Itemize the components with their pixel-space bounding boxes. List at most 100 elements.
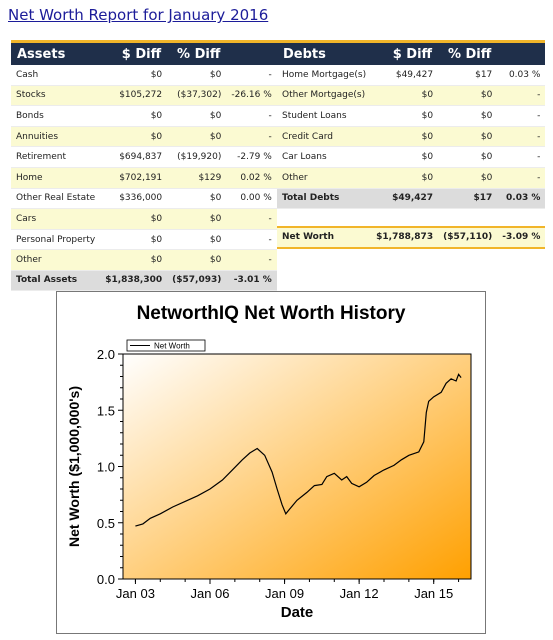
row-label: Other [11, 249, 101, 271]
debts-header: Debts [277, 40, 372, 65]
total-debts-row: Total Debts $49,427 $17 0.03 % [277, 187, 546, 209]
legend-label: Net Worth [154, 342, 190, 351]
net-worth-row: Net Worth $1,788,873 ($57,110) -3.09 % [277, 225, 546, 249]
plot-area [122, 353, 472, 580]
row-percent-diff: 0.02 % [226, 167, 277, 189]
row-value: $0 [371, 105, 439, 127]
row-dollar-diff: $0 [167, 229, 227, 251]
legend-box [126, 339, 206, 352]
row-dollar-diff: $0 [167, 249, 227, 271]
y-tick-label: 2.0 [97, 347, 115, 362]
x-tick-label: Jan 15 [414, 586, 453, 601]
asset-row: Retirement $694,837 ($19,920) -2.79 % [11, 146, 277, 168]
row-label: Home Mortgage(s) [277, 65, 372, 86]
asset-row: Annuities $0 $0- [11, 126, 277, 148]
row-label: Other Mortgage(s) [277, 85, 372, 107]
asset-row: Home $702,191 $129 0.02 % [11, 167, 277, 189]
row-percent-diff: - [497, 146, 546, 168]
row-dollar-diff: $0 [438, 167, 498, 189]
row-dollar-diff: $17 [438, 187, 498, 209]
spacer-row [277, 208, 546, 227]
row-percent-diff: - [226, 126, 277, 148]
row-value: $0 [100, 229, 168, 251]
row-percent-diff: - [497, 167, 546, 189]
percent-diff-header: % Diff [167, 40, 227, 65]
row-dollar-diff: ($19,920) [167, 146, 227, 168]
row-dollar-diff: $0 [167, 126, 227, 148]
row-label: Other [277, 167, 372, 189]
row-percent-diff: -2.79 % [226, 146, 277, 168]
row-percent-diff: - [497, 85, 546, 107]
row-dollar-diff: $0 [438, 126, 498, 148]
row-value: $105,272 [100, 85, 168, 107]
row-percent-diff: - [226, 208, 277, 230]
row-value: $0 [100, 208, 168, 230]
row-dollar-diff: $0 [167, 105, 227, 127]
row-value: $0 [100, 105, 168, 127]
x-axis-label: Date [281, 604, 314, 621]
report-title-link[interactable]: Net Worth Report for January 2016 [8, 6, 269, 24]
y-tick-label: 0.0 [97, 572, 115, 587]
asset-row: Other Real Estate $336,000 $0 0.00 % [11, 188, 277, 210]
dollar-diff-header: $ Diff [371, 40, 439, 65]
debt-row: Car Loans $0 $0- [277, 146, 546, 168]
row-dollar-diff: $0 [167, 65, 227, 86]
row-value: $0 [371, 126, 439, 148]
x-tick-label: Jan 03 [116, 586, 155, 601]
x-tick-label: Jan 09 [265, 586, 304, 601]
y-tick-label: 0.5 [97, 516, 115, 531]
spacer-header [226, 40, 277, 65]
total-assets-row: Total Assets $1,838,300 ($57,093) -3.01 % [11, 269, 277, 291]
row-label: Student Loans [277, 105, 372, 127]
row-value: $0 [371, 167, 439, 189]
row-label: Credit Card [277, 126, 372, 148]
row-label: Annuities [11, 126, 101, 148]
row-label: Cars [11, 208, 101, 230]
row-percent-diff: - [226, 105, 277, 127]
row-label: Cash [11, 65, 101, 86]
row-value: $1,788,873 [371, 225, 439, 249]
row-percent-diff: 0.03 % [497, 65, 546, 86]
row-dollar-diff: $0 [167, 188, 227, 210]
y-tick-label: 1.0 [97, 460, 115, 475]
asset-row: Bonds $0 $0- [11, 105, 277, 127]
row-percent-diff: - [226, 249, 277, 271]
net-worth-line [135, 373, 462, 527]
row-label: Stocks [11, 85, 101, 107]
asset-row: Personal Property $0 $0- [11, 229, 277, 251]
row-value: $49,427 [371, 187, 439, 209]
row-value: $0 [100, 126, 168, 148]
assets-table: Assets $ Diff % Diff Cash $0 $0- Stocks $105… [11, 40, 277, 291]
row-label: Retirement [11, 146, 101, 168]
row-dollar-diff: $0 [438, 105, 498, 127]
debt-row: Other Mortgage(s) $0 $0- [277, 85, 546, 107]
asset-row: Cars $0 $0- [11, 208, 277, 230]
row-dollar-diff: ($37,302) [167, 85, 227, 107]
row-value: $694,837 [100, 146, 168, 168]
percent-diff-header: % Diff [438, 40, 498, 65]
row-percent-diff: -3.01 % [226, 269, 277, 291]
chart-canvas: NetworthIQ Net Worth History Date Net Wort… [66, 303, 472, 621]
net-worth-chart: NetworthIQ Net Worth History Date Net Wort… [56, 291, 486, 634]
row-dollar-diff: $0 [438, 146, 498, 168]
asset-row: Stocks $105,272 ($37,302) -26.16 % [11, 85, 277, 107]
row-value: $1,838,300 [100, 269, 168, 291]
row-percent-diff: -3.09 % [497, 225, 546, 249]
debt-row: Home Mortgage(s) $49,427 $17 0.03 % [277, 65, 546, 86]
spacer-cell [497, 208, 546, 227]
asset-row: Cash $0 $0- [11, 65, 277, 86]
row-label: Net Worth [277, 225, 372, 249]
assets-header: Assets [11, 40, 101, 65]
x-tick-label: Jan 06 [190, 586, 229, 601]
row-value: $0 [371, 146, 439, 168]
spacer-cell [277, 208, 372, 227]
row-label: Other Real Estate [11, 188, 101, 210]
dollar-diff-header: $ Diff [100, 40, 168, 65]
debt-row: Student Loans $0 $0- [277, 105, 546, 127]
row-label: Total Debts [277, 187, 372, 209]
assets-header-row: Assets $ Diff % Diff [11, 40, 277, 65]
row-percent-diff: 0.00 % [226, 188, 277, 210]
row-label: Bonds [11, 105, 101, 127]
row-percent-diff: - [497, 105, 546, 127]
row-value: $0 [100, 65, 168, 86]
